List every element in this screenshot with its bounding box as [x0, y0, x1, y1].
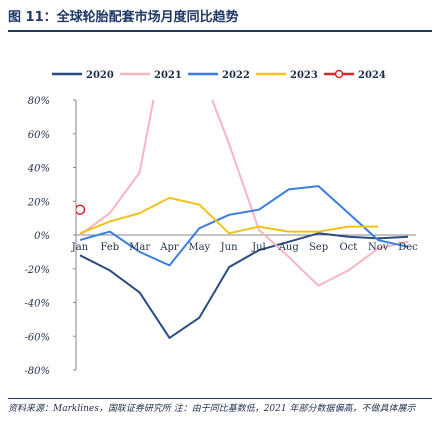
x-tick-label: Feb — [100, 242, 119, 253]
x-tick-label: Aug — [278, 242, 300, 253]
title-divider — [8, 30, 432, 32]
y-tick-label: 80% — [28, 96, 50, 107]
legend: 2020 2021 2022 2023 2024 — [52, 69, 386, 81]
x-tick-label: May — [188, 242, 210, 253]
legend-label-2023: 2023 — [290, 70, 318, 81]
chart-title: 图 11：全球轮胎配套市场月度同比趋势 — [8, 10, 239, 25]
series-group — [76, 100, 409, 339]
source-note: 资料来源：Marklines，国联证券研究所 注：由于同比基数低，2021 年部… — [8, 404, 416, 414]
legend-marker-2024 — [334, 69, 344, 79]
legend-label-2020: 2020 — [86, 70, 114, 81]
y-tick-label: 60% — [28, 130, 50, 141]
y-tick-label: -40% — [24, 299, 50, 310]
y-axis: 80% 60% 40% 20% 0% -20% -40% -60% -80% — [24, 96, 76, 377]
x-axis: Jan Feb Mar Apr May Jun Jul Aug Sep Oct Nov Dec — [71, 242, 418, 253]
x-tick-label: Nov — [368, 242, 389, 253]
x-tick-label: Oct — [339, 242, 357, 253]
y-tick-label: -20% — [24, 265, 50, 276]
source-divider — [8, 398, 432, 399]
x-tick-label: Sep — [309, 242, 328, 253]
y-tick-label: 0% — [34, 231, 50, 242]
legend-label-2024: 2024 — [358, 70, 386, 81]
x-tick-label: Dec — [398, 242, 418, 253]
y-tick-label: -80% — [24, 366, 50, 377]
legend-label-2021: 2021 — [154, 70, 182, 81]
series-line-2022 — [79, 185, 409, 267]
series-point-2024 — [76, 204, 86, 215]
y-tick-label: 40% — [27, 164, 50, 175]
legend-label-2022: 2022 — [222, 70, 250, 81]
y-tick-label: -60% — [24, 332, 50, 343]
plot-frame — [75, 100, 416, 370]
x-tick-label: Mar — [129, 242, 150, 253]
series-line-2020 — [79, 232, 409, 339]
x-tick-label: Jun — [220, 242, 238, 253]
x-tick-label: Jul — [251, 242, 266, 253]
series-line-2023 — [79, 196, 379, 235]
series-line-2021 — [79, 100, 409, 287]
y-tick-label: 20% — [27, 197, 50, 208]
x-tick-label: Apr — [159, 242, 179, 253]
x-tick-label: Jan — [71, 242, 89, 253]
